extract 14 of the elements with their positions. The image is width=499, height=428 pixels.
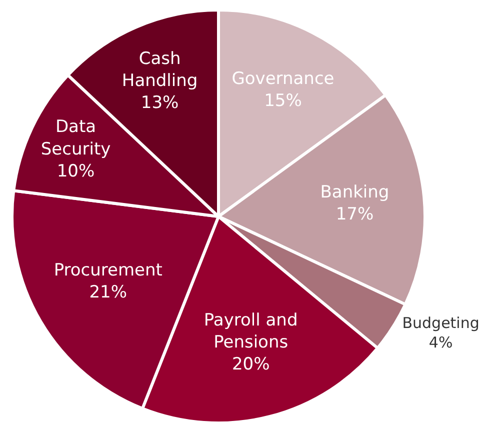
data-label: 4% <box>428 333 453 352</box>
slice-label: Governance <box>232 68 334 89</box>
data-label: 20% <box>232 354 270 375</box>
data-label: 21% <box>89 282 128 303</box>
slice-label: Payroll and Pensions <box>204 310 298 352</box>
slice-label: Banking <box>320 182 390 203</box>
data-label: 10% <box>56 161 95 182</box>
slice-label: Budgeting <box>402 314 480 332</box>
data-label: 15% <box>264 91 302 112</box>
slice-label: Data Security <box>40 117 111 160</box>
data-label: 13% <box>140 92 179 113</box>
slice-label: Procurement <box>54 260 163 281</box>
data-label: 17% <box>336 204 374 225</box>
slice-label: Cash Handling <box>122 48 198 91</box>
